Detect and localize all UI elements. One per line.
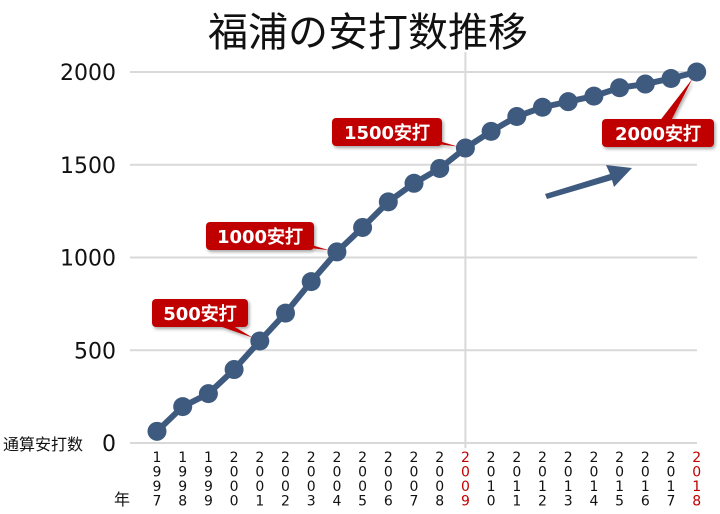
data-point-2004 (327, 242, 347, 262)
milestone-box (602, 119, 714, 147)
data-point-2012 (533, 97, 552, 117)
milestone-label-2018: 2000安打 (602, 78, 714, 147)
data-point-2008 (430, 158, 450, 178)
milestone-label-2001: 500安打 (152, 299, 253, 338)
milestone-label-2009: 1500安打 (332, 118, 458, 147)
data-point-2009 (455, 138, 475, 158)
y-axis-label: 通算安打数 (3, 435, 83, 454)
data-point-2006 (378, 192, 398, 212)
trend-arrow-icon (545, 165, 632, 199)
series-hits (147, 62, 707, 441)
x-axis-label: 年 (114, 490, 130, 509)
milestone-text: 2000安打 (615, 123, 701, 145)
data-point-2005 (353, 217, 373, 237)
data-point-2014 (584, 86, 604, 106)
data-point-2000 (224, 360, 244, 380)
data-point-1998 (173, 397, 193, 417)
y-tick-label: 500 (74, 339, 116, 364)
data-point-2011 (507, 107, 527, 127)
milestone-box (152, 299, 248, 327)
milestone-labels: 500安打 1000安打 1500安打 2000安打 (152, 78, 714, 338)
data-point-2016 (635, 74, 655, 94)
data-point-2018 (687, 62, 707, 82)
milestone-text: 1500安打 (344, 122, 430, 144)
milestone-text: 500安打 (163, 303, 237, 325)
series-line (154, 69, 698, 434)
y-axis-ticks: 0 500 1000 1500 2000 (60, 61, 116, 457)
milestone-label-2004: 1000安打 (206, 222, 330, 251)
data-point-2001 (250, 331, 270, 351)
x-axis-ticks: 1 9 9 7 1 9 9 8 1 9 9 9 2 0 0 0 2 0 0 1 2 0 0 2 2 0 0 3 2 0 0 4 2 0 0 5 2 0 0 6… (153, 450, 702, 510)
data-point-1997 (147, 421, 167, 441)
y-tick-label: 0 (102, 432, 116, 457)
trend-arrow (545, 165, 632, 199)
data-point-2003 (301, 272, 321, 292)
data-point-2002 (276, 303, 295, 323)
chart-title: 福浦の安打数推移 (208, 10, 528, 56)
data-point-2013 (558, 92, 578, 112)
data-point-2015 (610, 78, 630, 98)
grid-lines (130, 71, 697, 444)
milestone-box (206, 222, 314, 250)
milestone-box (332, 118, 442, 146)
data-point-2007 (404, 173, 424, 193)
y-tick-label: 2000 (60, 61, 116, 86)
data-point-1999 (198, 384, 218, 404)
y-tick-label: 1000 (60, 247, 116, 272)
data-point-2017 (661, 68, 681, 88)
data-point-2010 (481, 121, 501, 141)
milestone-text: 1000安打 (217, 226, 303, 248)
y-tick-label: 1500 (60, 154, 116, 179)
